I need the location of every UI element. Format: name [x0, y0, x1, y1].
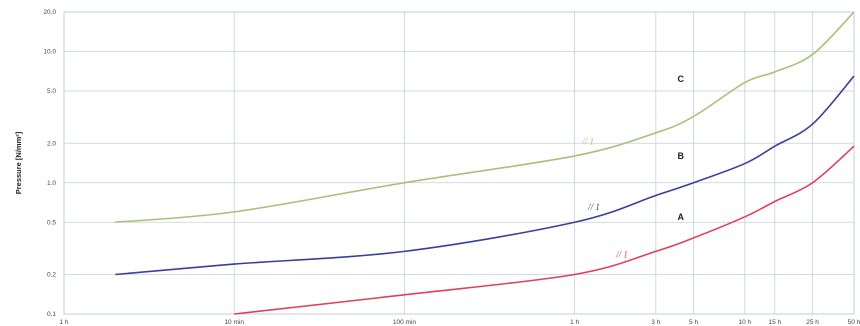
series-lines	[115, 11, 855, 315]
y-tick-labels: 0.1 0.2 0.5 1.0 2.0 5.0 10.0 20.0	[43, 9, 56, 318]
series-label-bg	[673, 71, 688, 84]
series-label-a: A	[677, 212, 684, 222]
x-tick-labels: 1 h 10 min 100 min 1 h 3 h 5 h 10 h 15 h 25 h 50 …	[59, 319, 860, 326]
y-tick-label: 2.0	[47, 140, 56, 147]
x-tick-label: 100 min	[393, 319, 417, 326]
horizontal-gridlines	[64, 11, 854, 315]
y-tick-label: 1.0	[47, 180, 56, 187]
y-tick-label: 10.0	[43, 49, 56, 56]
y-tick-label: 0.1	[47, 311, 56, 318]
series-line-b	[115, 75, 855, 276]
x-tick-label: 15 h	[768, 319, 781, 326]
series-line-c	[115, 11, 855, 224]
y-tick-label: 20.0	[43, 9, 56, 16]
y-axis-label: Pressure [N/mm²]	[14, 131, 23, 194]
annotation-a: // 1	[615, 249, 628, 259]
annotation-c: // 1	[581, 137, 594, 147]
x-tick-label: 5 h	[689, 319, 698, 326]
x-tick-label: 10 min	[224, 319, 244, 326]
series-label-b: B	[677, 151, 684, 161]
series-line-a	[234, 145, 855, 315]
x-tick-label: 25 h	[806, 319, 819, 326]
series-label-c: C	[677, 74, 684, 84]
y-tick-label: 5.0	[47, 88, 56, 95]
plot-area	[63, 11, 855, 315]
vertical-gridlines	[63, 12, 855, 314]
x-tick-label: 1 h	[570, 319, 579, 326]
y-tick-label: 0.2	[47, 272, 56, 279]
series-labels: C B A	[673, 71, 688, 222]
x-tick-label: 3 h	[651, 319, 660, 326]
series-label-bg	[673, 209, 688, 222]
x-tick-label: 1 h	[59, 319, 68, 326]
y-tick-label: 0.5	[47, 219, 56, 226]
annotations: // 1 // 1 // 1	[581, 137, 628, 260]
series-label-bg	[673, 148, 688, 161]
x-tick-label: 50 h	[848, 319, 860, 326]
annotation-b: // 1	[587, 202, 600, 212]
x-tick-label: 10 h	[738, 319, 751, 326]
